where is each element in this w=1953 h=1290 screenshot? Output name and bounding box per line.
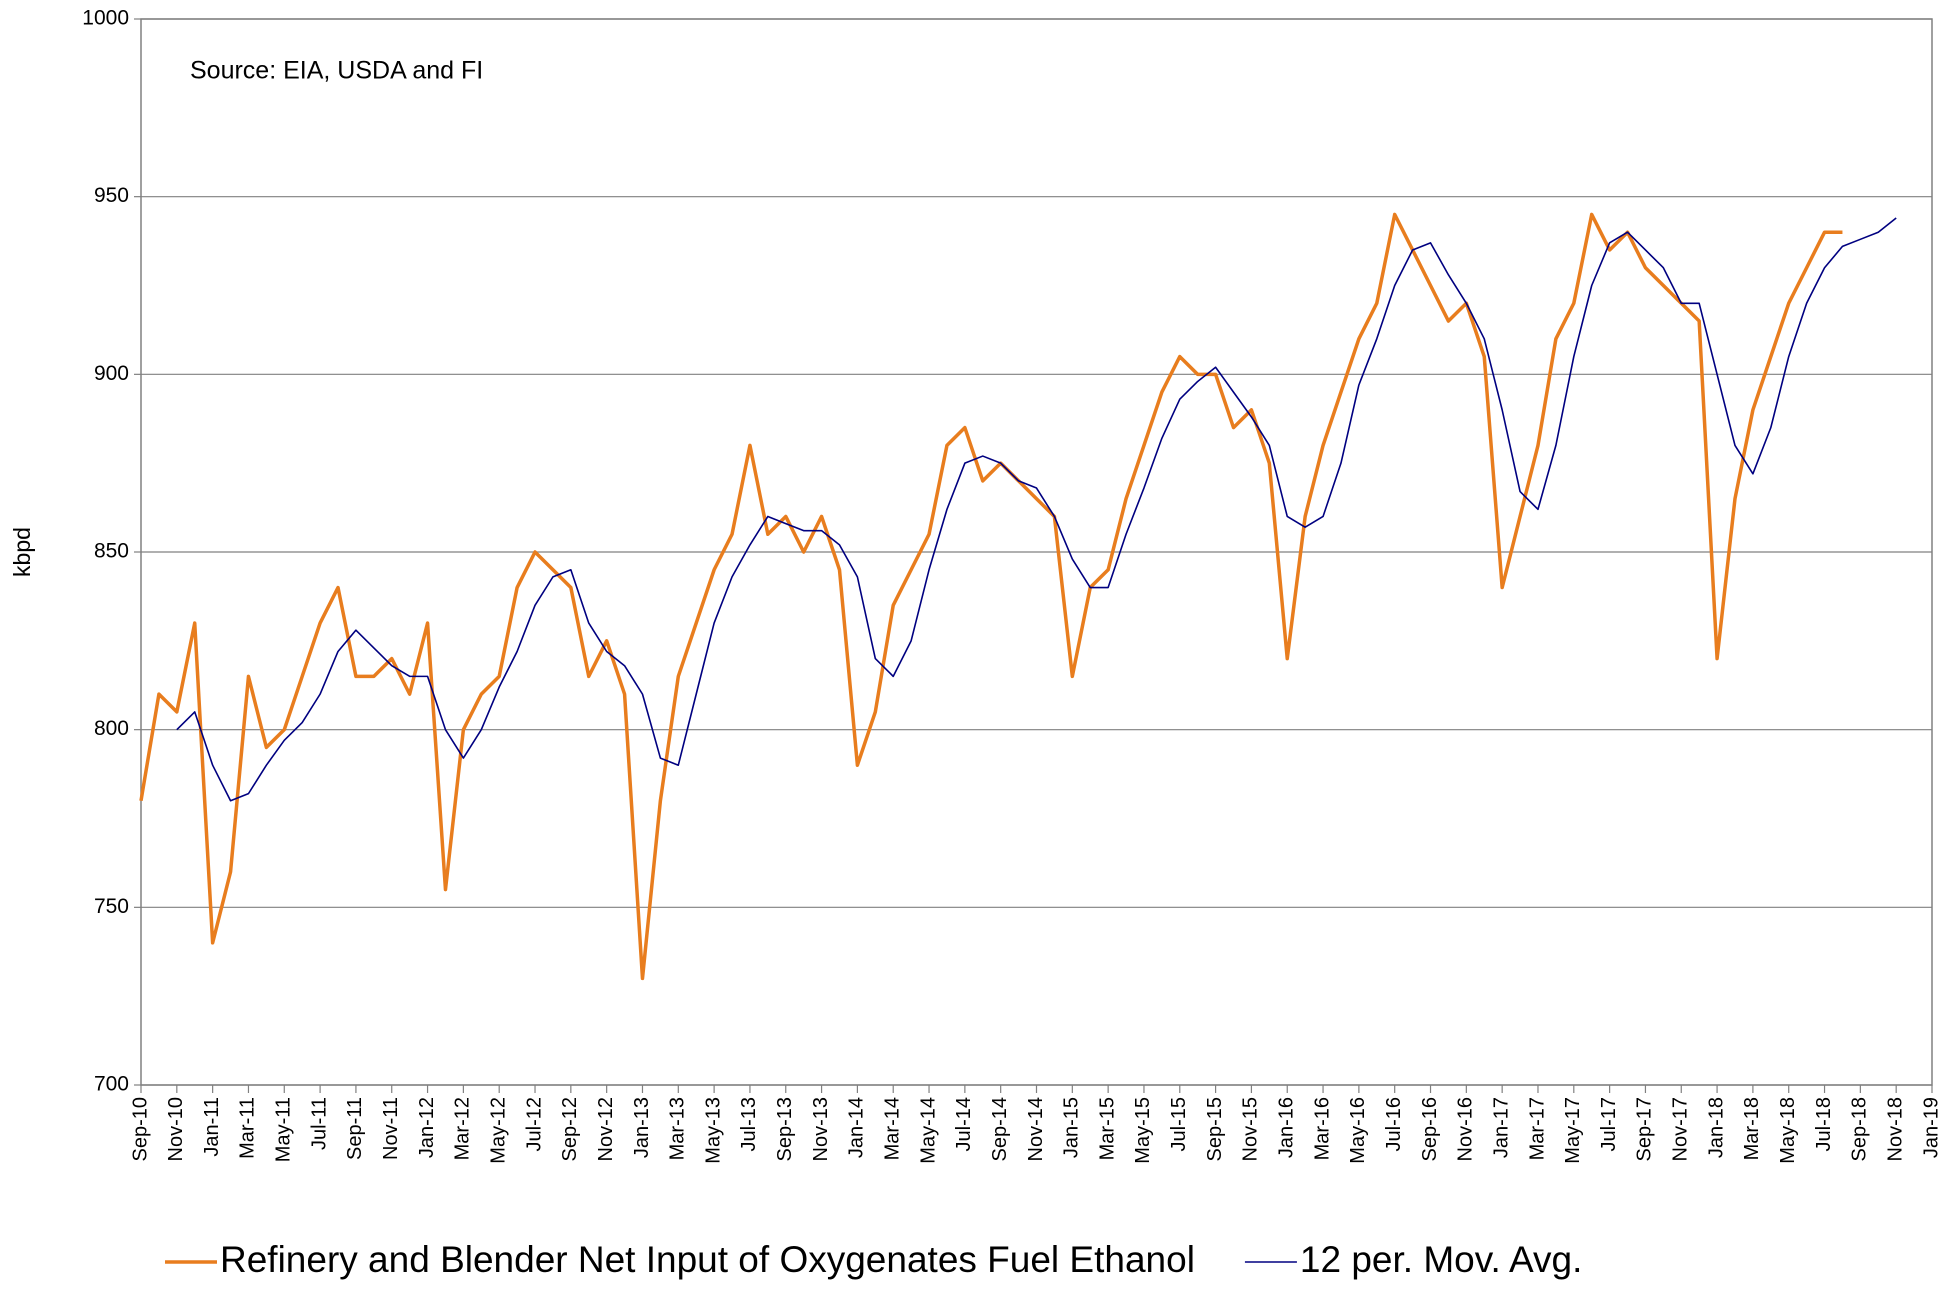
y-tick-label: 850	[94, 540, 129, 563]
x-tick-label: Sep-18	[1849, 1097, 1871, 1162]
x-tick-label: Jul-12	[523, 1097, 545, 1151]
legend-label: 12 per. Mov. Avg.	[1300, 1239, 1582, 1280]
x-tick-label: Mar-13	[667, 1097, 689, 1160]
x-tick-label: May-16	[1347, 1097, 1369, 1164]
x-tick-label: Nov-18	[1884, 1097, 1906, 1161]
x-tick-label: Sep-15	[1204, 1097, 1226, 1162]
y-tick-label: 1000	[82, 7, 129, 30]
x-tick-label: Jan-15	[1061, 1097, 1083, 1158]
x-tick-label: Jan-18	[1705, 1097, 1727, 1158]
x-tick-label: Jan-11	[201, 1097, 223, 1157]
x-tick-label: Jul-15	[1168, 1097, 1190, 1151]
x-tick-label: Nov-13	[810, 1097, 832, 1161]
x-tick-label: Jul-16	[1383, 1097, 1405, 1151]
x-tick-label: Nov-11	[380, 1097, 402, 1160]
x-tick-label: Sep-14	[989, 1097, 1011, 1162]
x-tick-label: Jan-16	[1276, 1097, 1298, 1158]
y-tick-label: 900	[94, 362, 129, 385]
x-tick-label: May-11	[273, 1097, 295, 1162]
y-tick-label: 700	[94, 1073, 129, 1096]
x-tick-label: May-18	[1777, 1097, 1799, 1164]
x-tick-label: Mar-11	[237, 1097, 259, 1159]
x-tick-label: Jul-17	[1598, 1097, 1620, 1151]
x-tick-label: Sep-17	[1634, 1097, 1656, 1162]
x-tick-label: Sep-12	[559, 1097, 581, 1162]
x-tick-label: Mar-12	[452, 1097, 474, 1160]
x-tick-label: Mar-16	[1311, 1097, 1333, 1160]
x-tick-label: Mar-14	[882, 1097, 904, 1160]
x-tick-label: Jan-14	[846, 1097, 868, 1158]
x-tick-label: Jan-12	[416, 1097, 438, 1158]
legend-label: Refinery and Blender Net Input of Oxygen…	[220, 1239, 1195, 1280]
x-tick-label: May-15	[1132, 1097, 1154, 1164]
x-tick-label: May-12	[487, 1097, 509, 1164]
x-tick-label: Jul-18	[1813, 1097, 1835, 1151]
x-tick-label: Jan-17	[1490, 1097, 1512, 1158]
x-tick-label: Sep-16	[1419, 1097, 1441, 1162]
x-tick-label: Nov-12	[595, 1097, 617, 1161]
x-tick-label: Nov-17	[1670, 1097, 1692, 1161]
x-tick-label: Jul-11	[308, 1097, 330, 1150]
y-axis-label: kbpd	[9, 527, 35, 577]
x-tick-label: May-17	[1562, 1097, 1584, 1164]
series-line	[139, 212, 1843, 981]
y-tick-label: 800	[94, 717, 129, 740]
x-tick-label: Mar-18	[1741, 1097, 1763, 1160]
x-tick-label: Jul-13	[738, 1097, 760, 1151]
x-tick-label: Jan-19	[1920, 1097, 1942, 1158]
y-tick-label: 750	[94, 895, 129, 918]
y-tick-label: 950	[94, 184, 129, 207]
x-tick-label: Mar-17	[1526, 1097, 1548, 1160]
x-tick-label: Sep-13	[774, 1097, 796, 1162]
annotation: Source: EIA, USDA and FI	[190, 57, 483, 85]
x-tick-label: Jan-13	[631, 1097, 653, 1158]
x-tick-label: Jul-14	[953, 1097, 975, 1151]
x-tick-label: Nov-15	[1240, 1097, 1262, 1161]
x-tick-label: Sep-11	[344, 1097, 366, 1160]
x-tick-label: Nov-10	[165, 1097, 187, 1161]
x-tick-label: May-14	[917, 1097, 939, 1164]
x-tick-label: Nov-14	[1025, 1097, 1047, 1161]
series-line	[176, 217, 1897, 802]
x-tick-label: May-13	[702, 1097, 724, 1164]
x-tick-label: Sep-10	[129, 1097, 151, 1162]
x-tick-label: Mar-15	[1096, 1097, 1118, 1160]
x-tick-label: Nov-16	[1455, 1097, 1477, 1161]
